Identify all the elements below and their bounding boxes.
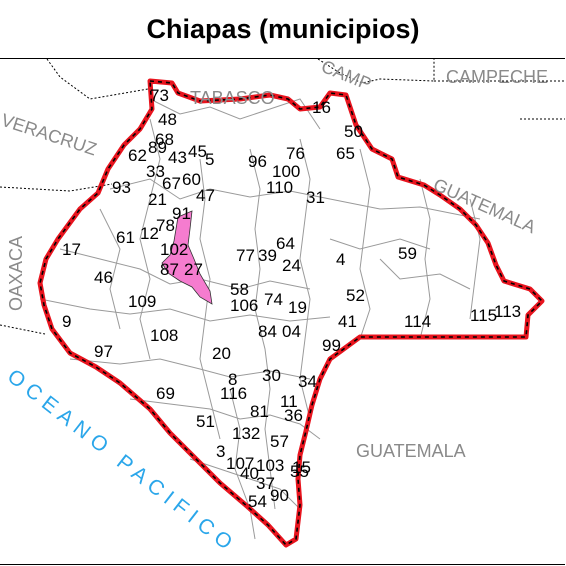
municipio-label: 77 bbox=[236, 246, 255, 265]
municipio-label: 87 bbox=[160, 260, 179, 279]
municipio-label: 84 bbox=[258, 322, 277, 341]
municipio-label: 8 bbox=[228, 370, 237, 389]
municipio-label: 47 bbox=[196, 186, 215, 205]
municipio-label: 107 bbox=[226, 454, 254, 473]
ocean-label: OCEANO PACIFICO bbox=[3, 365, 241, 558]
municipio-label: 102 bbox=[160, 240, 188, 259]
chiapas-map: TABASCO CAMPECHE CAMP VERACRUZ OAXACA GU… bbox=[0, 59, 565, 558]
municipio-label: 60 bbox=[182, 170, 201, 189]
neighbor-boundaries bbox=[0, 59, 565, 335]
municipio-label: 109 bbox=[128, 292, 156, 311]
municipio-label: 106 bbox=[230, 296, 258, 315]
region-guatemala-ne: GUATEMALA bbox=[430, 174, 538, 237]
municipio-label: 46 bbox=[94, 268, 113, 287]
municipio-label: 15 bbox=[292, 458, 311, 477]
municipio-label: 19 bbox=[288, 298, 307, 317]
municipio-label: 69 bbox=[156, 384, 175, 403]
municipio-label: 113 bbox=[494, 302, 521, 321]
municipio-label: 93 bbox=[112, 178, 131, 197]
municipio-label: 78 bbox=[156, 216, 175, 235]
municipio-label: 17 bbox=[62, 240, 81, 259]
municipio-label: 31 bbox=[306, 188, 325, 207]
municipio-label: 12 bbox=[140, 224, 159, 243]
municipio-label: 20 bbox=[212, 344, 231, 363]
municipio-label: 74 bbox=[264, 290, 283, 309]
municipio-label: 89 bbox=[148, 138, 167, 157]
municipio-label: 99 bbox=[322, 336, 341, 355]
municipio-label: 73 bbox=[150, 86, 169, 105]
municipio-label: 90 bbox=[270, 486, 289, 505]
municipio-label: 81 bbox=[250, 402, 269, 421]
municipio-label: 30 bbox=[262, 366, 281, 385]
municipio-label: 110 bbox=[266, 178, 293, 197]
municipio-label: 55 bbox=[290, 462, 309, 481]
region-oaxaca: OAXACA bbox=[6, 236, 26, 311]
municipio-label: 45 bbox=[188, 142, 207, 161]
municipio-label: 103 bbox=[256, 456, 284, 475]
municipio-label: 67 bbox=[162, 174, 181, 193]
municipio-label: 51 bbox=[196, 412, 215, 431]
municipio-label: 9 bbox=[62, 312, 71, 331]
municipio-label: 58 bbox=[230, 280, 249, 299]
municipio-label: 100 bbox=[272, 162, 300, 181]
municipio-label: 114 bbox=[404, 312, 431, 331]
municipio-label: 41 bbox=[338, 312, 357, 331]
region-tabasco: TABASCO bbox=[190, 88, 275, 108]
municipio-label: 91 bbox=[172, 204, 191, 223]
municipio-label: 16 bbox=[312, 98, 331, 117]
municipio-label: 27 bbox=[184, 260, 203, 279]
municipio-label: 115 bbox=[470, 306, 497, 325]
municipio-label: 21 bbox=[148, 190, 167, 209]
municipio-label: 68 bbox=[155, 130, 174, 149]
municipio-label: 108 bbox=[150, 326, 178, 345]
municipio-label: 11 bbox=[280, 392, 298, 411]
municipio-label: 04 bbox=[282, 322, 301, 341]
municipio-label: 50 bbox=[344, 122, 363, 141]
map-area: TABASCO CAMPECHE CAMP VERACRUZ OAXACA GU… bbox=[0, 58, 565, 565]
municipio-label: 48 bbox=[158, 110, 177, 129]
municipio-label: 34 bbox=[298, 372, 317, 391]
highlighted-municipio bbox=[161, 210, 213, 305]
municipio-label: 5 bbox=[205, 150, 214, 169]
municipio-label: 57 bbox=[270, 432, 289, 451]
municipio-label: 97 bbox=[94, 342, 113, 361]
municipio-label: 132 bbox=[232, 424, 260, 443]
municipio-label: 59 bbox=[398, 244, 417, 263]
municipio-label: 24 bbox=[282, 256, 301, 275]
municipio-label: 3 bbox=[216, 442, 225, 461]
state-border bbox=[37, 78, 545, 548]
municipio-labels: 73 48 68 62 89 43 45 5 93 33 67 60 21 47… bbox=[62, 86, 521, 511]
municipio-label: 52 bbox=[346, 286, 365, 305]
municipio-label: 36 bbox=[284, 406, 303, 425]
municipio-borders bbox=[39, 98, 481, 540]
municipio-label: 40 bbox=[240, 464, 259, 483]
municipio-label: 4 bbox=[336, 250, 345, 269]
region-campeche: CAMPECHE bbox=[446, 67, 548, 87]
municipio-label: 37 bbox=[256, 474, 275, 493]
municipio-label: 33 bbox=[146, 162, 165, 181]
municipio-label: 62 bbox=[128, 146, 147, 165]
municipio-label: 96 bbox=[248, 152, 267, 171]
region-veracruz: VERACRUZ bbox=[0, 110, 99, 160]
municipio-label: 39 bbox=[258, 246, 277, 265]
municipio-label: 76 bbox=[286, 144, 305, 163]
municipio-label: 54 bbox=[248, 492, 267, 511]
region-campeche-partial: CAMP bbox=[319, 59, 375, 94]
region-guatemala-s: GUATEMALA bbox=[356, 441, 466, 461]
map-title: Chiapas (municipios) bbox=[146, 13, 420, 44]
municipio-label: 116 bbox=[220, 384, 247, 403]
municipio-label: 61 bbox=[116, 228, 135, 247]
municipio-label: 64 bbox=[276, 234, 295, 253]
municipio-label: 43 bbox=[168, 148, 187, 167]
municipio-label: 65 bbox=[336, 144, 355, 163]
